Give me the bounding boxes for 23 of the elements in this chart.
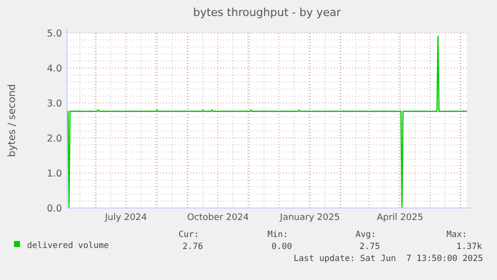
text: 0.00 [272, 242, 292, 252]
text: Cur: [178, 230, 199, 240]
text: 2.75 [360, 242, 380, 252]
y-tick-label: 2.0 [46, 133, 62, 144]
x-tick-label: April 2025 [376, 213, 424, 223]
chart-title: bytes throughput - by year [193, 6, 342, 19]
y-tick-label: 4.0 [46, 63, 62, 74]
text: 2.76 [182, 242, 203, 252]
text: Min: [268, 230, 288, 240]
y-tick-label: 5.0 [46, 28, 62, 40]
x-tick-label: January 2025 [279, 213, 340, 223]
line-series [66, 36, 468, 209]
y-tick-label: 1.0 [46, 168, 62, 180]
y-tick-label: 3.0 [46, 98, 62, 110]
text: Last update: Sat Jun 7 13:50:00 2025 [294, 254, 483, 264]
text: Max: [446, 230, 467, 240]
y-axis-title: bytes / second [7, 84, 18, 157]
y-tick-label: 0.0 [46, 203, 62, 214]
text: Avg: [356, 230, 376, 240]
x-tick-label: July 2024 [104, 213, 148, 223]
legend-label: delivered volume [27, 241, 109, 251]
x-tick-label: October 2024 [187, 213, 250, 223]
text: 1.37k [456, 242, 482, 252]
